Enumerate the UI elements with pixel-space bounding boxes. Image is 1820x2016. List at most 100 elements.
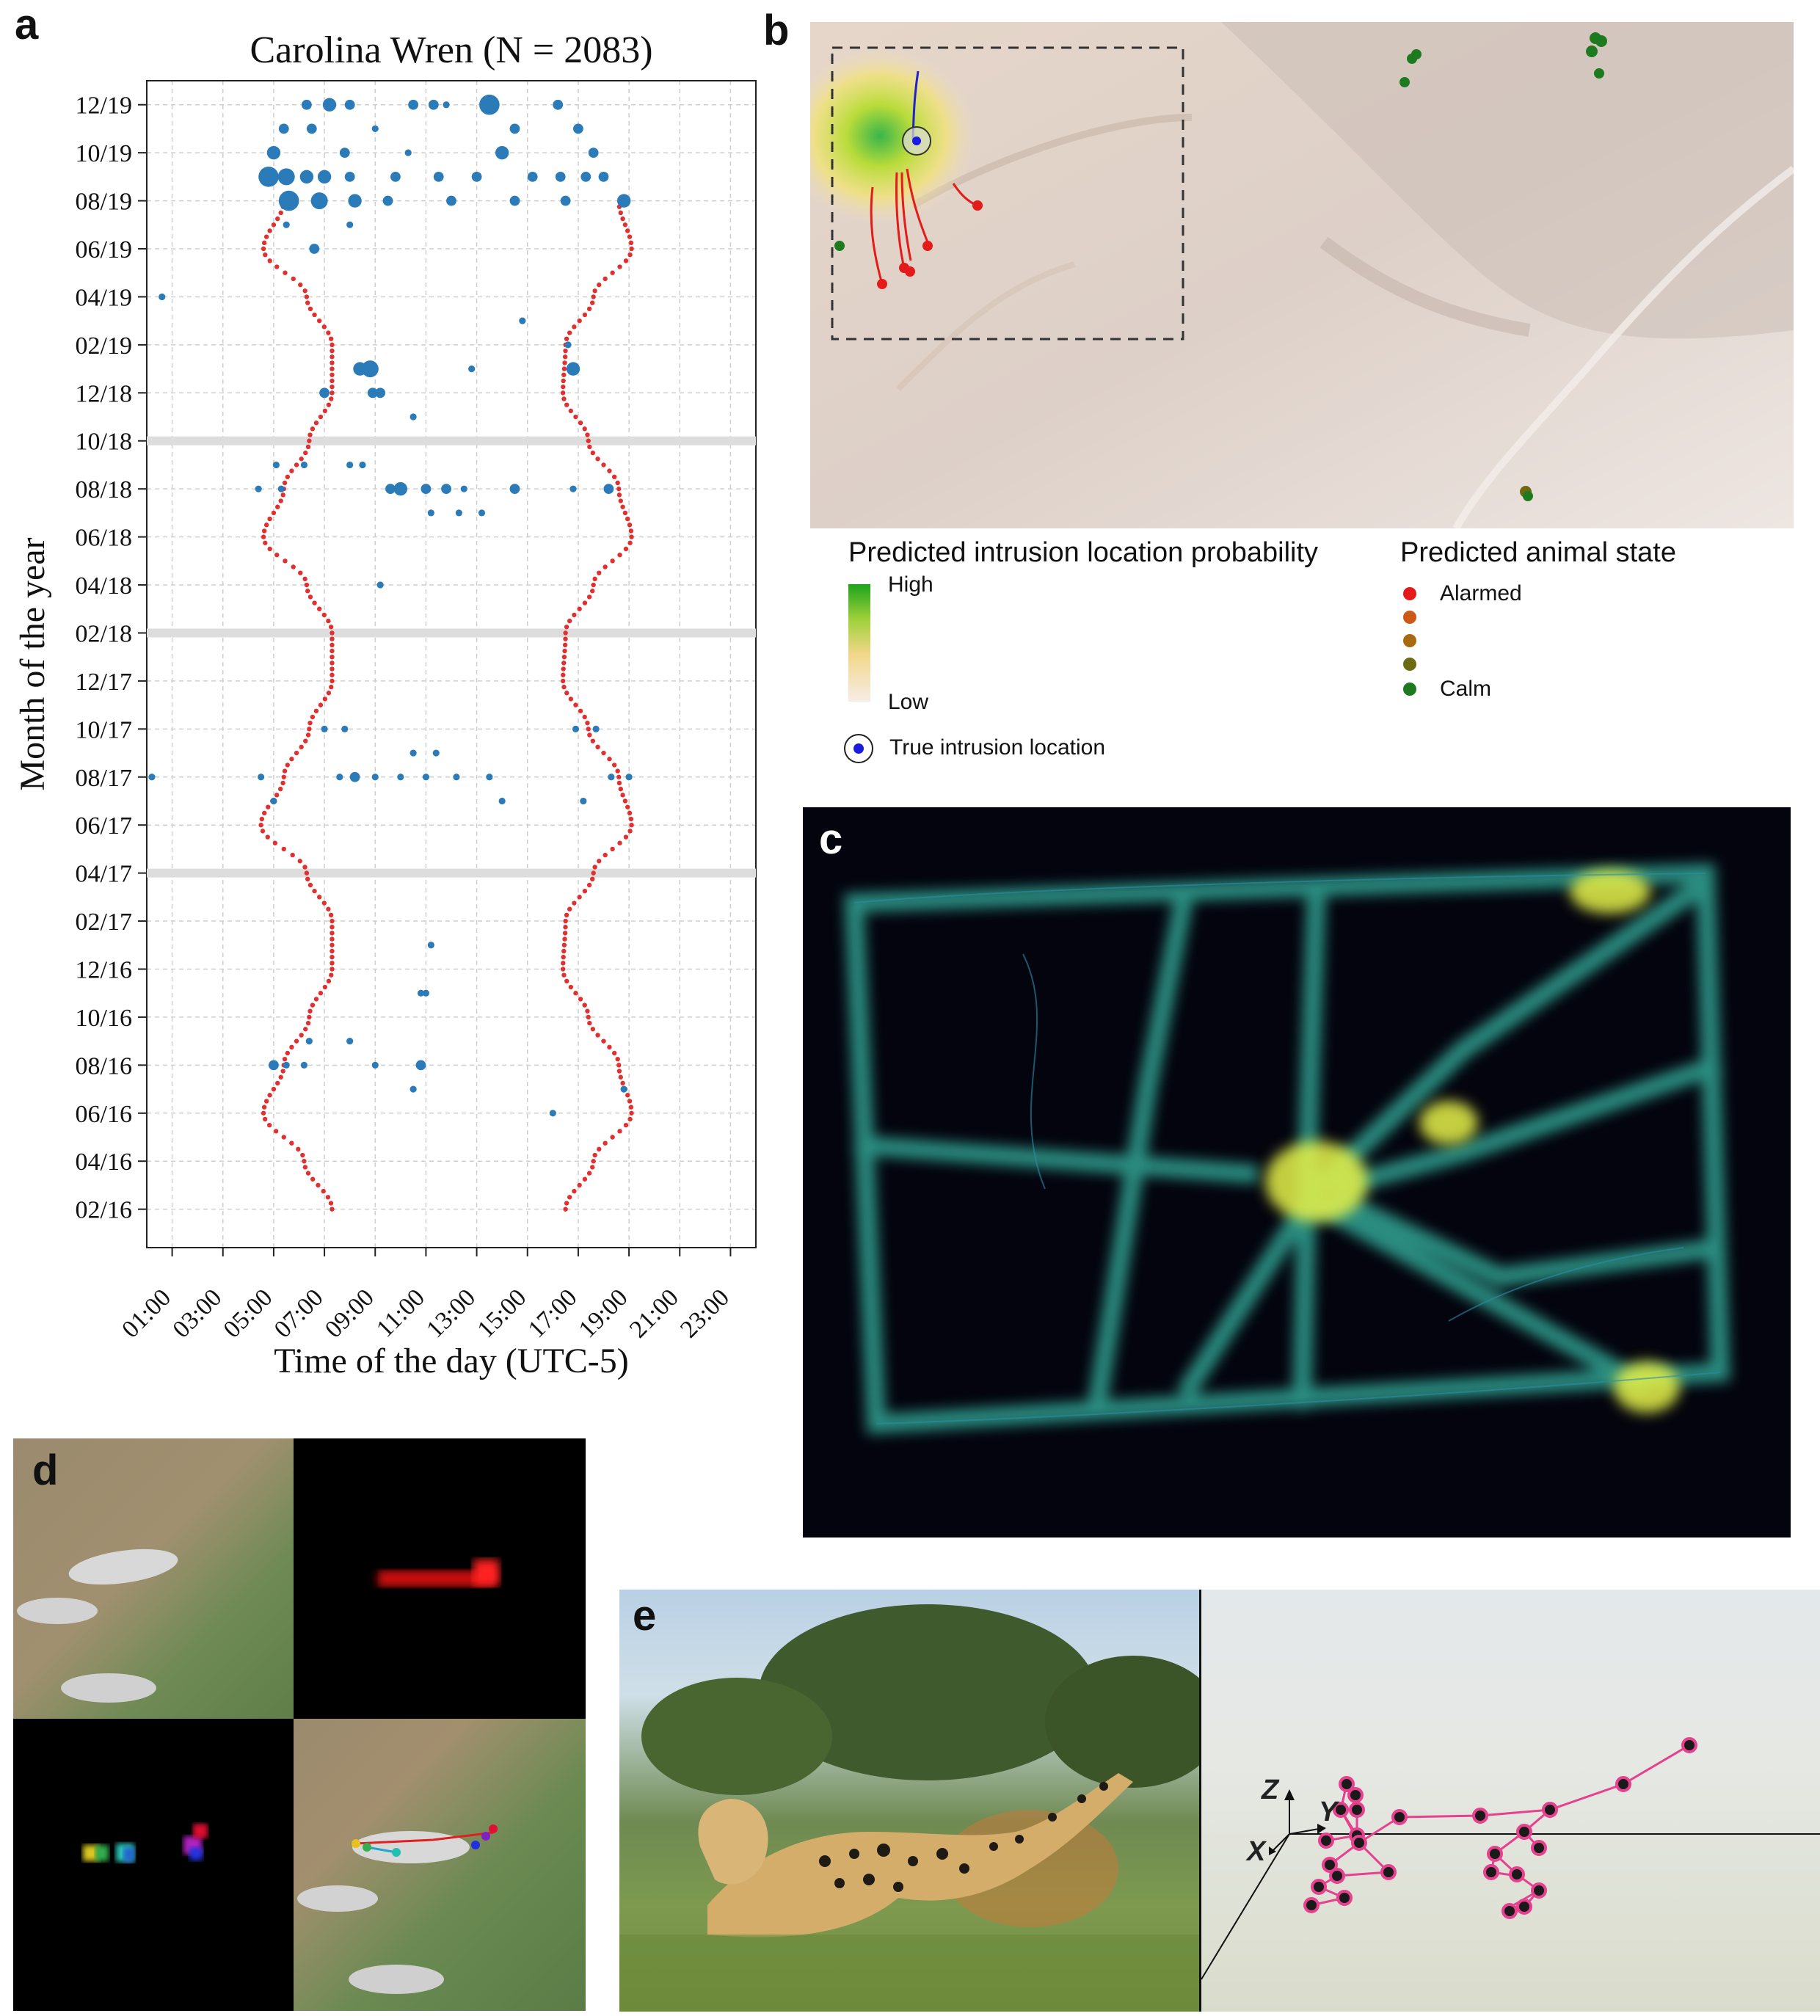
sunset-point — [601, 1038, 606, 1044]
y-tick-label: 06/16 — [76, 1101, 132, 1128]
sunrise-point — [307, 594, 313, 600]
sunrise-point — [329, 684, 334, 690]
aerial-pose-overlay-tile — [294, 1719, 586, 2011]
sunrise-point — [280, 492, 285, 498]
sunset-point — [563, 1207, 568, 1212]
y-tick-label: 06/18 — [76, 525, 132, 552]
sunset-point — [590, 450, 596, 456]
detection-point — [432, 749, 440, 757]
sunrise-point — [272, 840, 278, 845]
sunrise-point — [318, 414, 324, 420]
sunset-point — [585, 720, 590, 726]
y-tick-label: 08/18 — [76, 476, 132, 503]
sunrise-point — [328, 625, 334, 630]
panel-c: c — [803, 807, 1791, 1538]
detection-point — [339, 148, 350, 159]
sunrise-point — [262, 1116, 268, 1122]
detection-point — [410, 749, 417, 757]
sunset-point — [572, 612, 577, 618]
sunrise-point — [305, 1020, 311, 1026]
sunrise-point — [289, 1044, 294, 1050]
panel-divider — [1199, 1590, 1201, 2012]
detection-point — [468, 365, 476, 373]
sunset-point — [629, 822, 634, 828]
sunrise-point — [330, 661, 335, 666]
sunrise-point — [322, 696, 328, 702]
sunset-point — [563, 636, 568, 641]
sunrise-point — [312, 312, 317, 318]
detection-point — [549, 1110, 556, 1117]
sunset-point — [597, 1146, 602, 1152]
probability-legend-title: Predicted intrusion location probability — [848, 537, 1319, 568]
sunset-point — [623, 546, 629, 552]
y-tick-label: 06/17 — [76, 812, 132, 840]
sunrise-point — [263, 234, 269, 239]
detection-point — [460, 485, 467, 492]
detection-point — [598, 171, 609, 182]
sunrise-point — [322, 408, 328, 414]
y-tick-label: 02/16 — [76, 1197, 132, 1224]
sunrise-point — [330, 378, 335, 384]
detection-point — [306, 123, 317, 134]
detection-point — [417, 989, 425, 997]
sunset-point — [561, 366, 567, 371]
sunset-point — [585, 432, 590, 437]
sunrise-point — [280, 780, 285, 786]
detection-point — [603, 484, 614, 495]
sunset-point — [577, 606, 582, 611]
sunset-point — [561, 666, 566, 672]
sunrise-point — [265, 834, 270, 840]
detection-point — [321, 725, 328, 732]
sunset-point — [590, 738, 596, 743]
y-tick-label: 04/16 — [76, 1149, 132, 1176]
detection-point — [560, 195, 571, 206]
sunrise-point — [275, 1080, 280, 1086]
recording-gap-band — [147, 436, 756, 445]
y-tick-label: 02/19 — [76, 332, 132, 360]
sunrise-point — [312, 888, 317, 894]
sunset-point — [561, 684, 567, 690]
detection-point — [277, 485, 285, 492]
detection-point — [283, 1061, 290, 1069]
sunrise-point — [299, 744, 304, 750]
sunrise-point — [261, 1105, 267, 1110]
detection-point — [404, 149, 412, 156]
sunset-point — [587, 444, 592, 450]
detection-point — [301, 99, 312, 110]
sunrise-point — [261, 810, 267, 816]
sunset-point — [577, 1182, 582, 1188]
y-tick-label: 08/16 — [76, 1052, 132, 1080]
sunset-point — [592, 865, 597, 870]
sunrise-point — [291, 276, 296, 282]
detection-point — [527, 171, 538, 182]
sunset-point — [595, 1033, 600, 1038]
sunrise-point — [267, 546, 272, 552]
sunrise-point — [330, 372, 335, 377]
sunrise-point — [283, 270, 288, 275]
sunset-point — [607, 757, 612, 762]
sunrise-point — [285, 474, 291, 480]
detection-point — [322, 98, 337, 112]
sunset-point — [607, 1044, 612, 1050]
detection-point — [300, 461, 308, 469]
detection-point — [592, 725, 600, 732]
sunrise-point — [273, 1129, 279, 1134]
sunrise-point — [329, 972, 334, 978]
detection-point — [344, 99, 355, 110]
x-tick-label: 11:00 — [371, 1284, 430, 1342]
sunrise-point — [299, 456, 304, 462]
detection-point — [509, 484, 520, 495]
probability-colorbar — [848, 584, 870, 702]
detection-point — [415, 1060, 426, 1071]
sunset-point — [622, 222, 628, 228]
sunrise-point — [310, 714, 316, 720]
sunrise-point — [330, 630, 335, 636]
sunset-point — [601, 750, 606, 756]
sunrise-point — [310, 1002, 316, 1008]
sunset-point — [610, 558, 615, 564]
sunset-point — [603, 564, 608, 569]
sunset-point — [582, 1176, 588, 1182]
state-label: Alarmed — [1440, 581, 1522, 605]
y-tick-label: 12/19 — [76, 92, 132, 120]
detection-point — [410, 413, 417, 421]
